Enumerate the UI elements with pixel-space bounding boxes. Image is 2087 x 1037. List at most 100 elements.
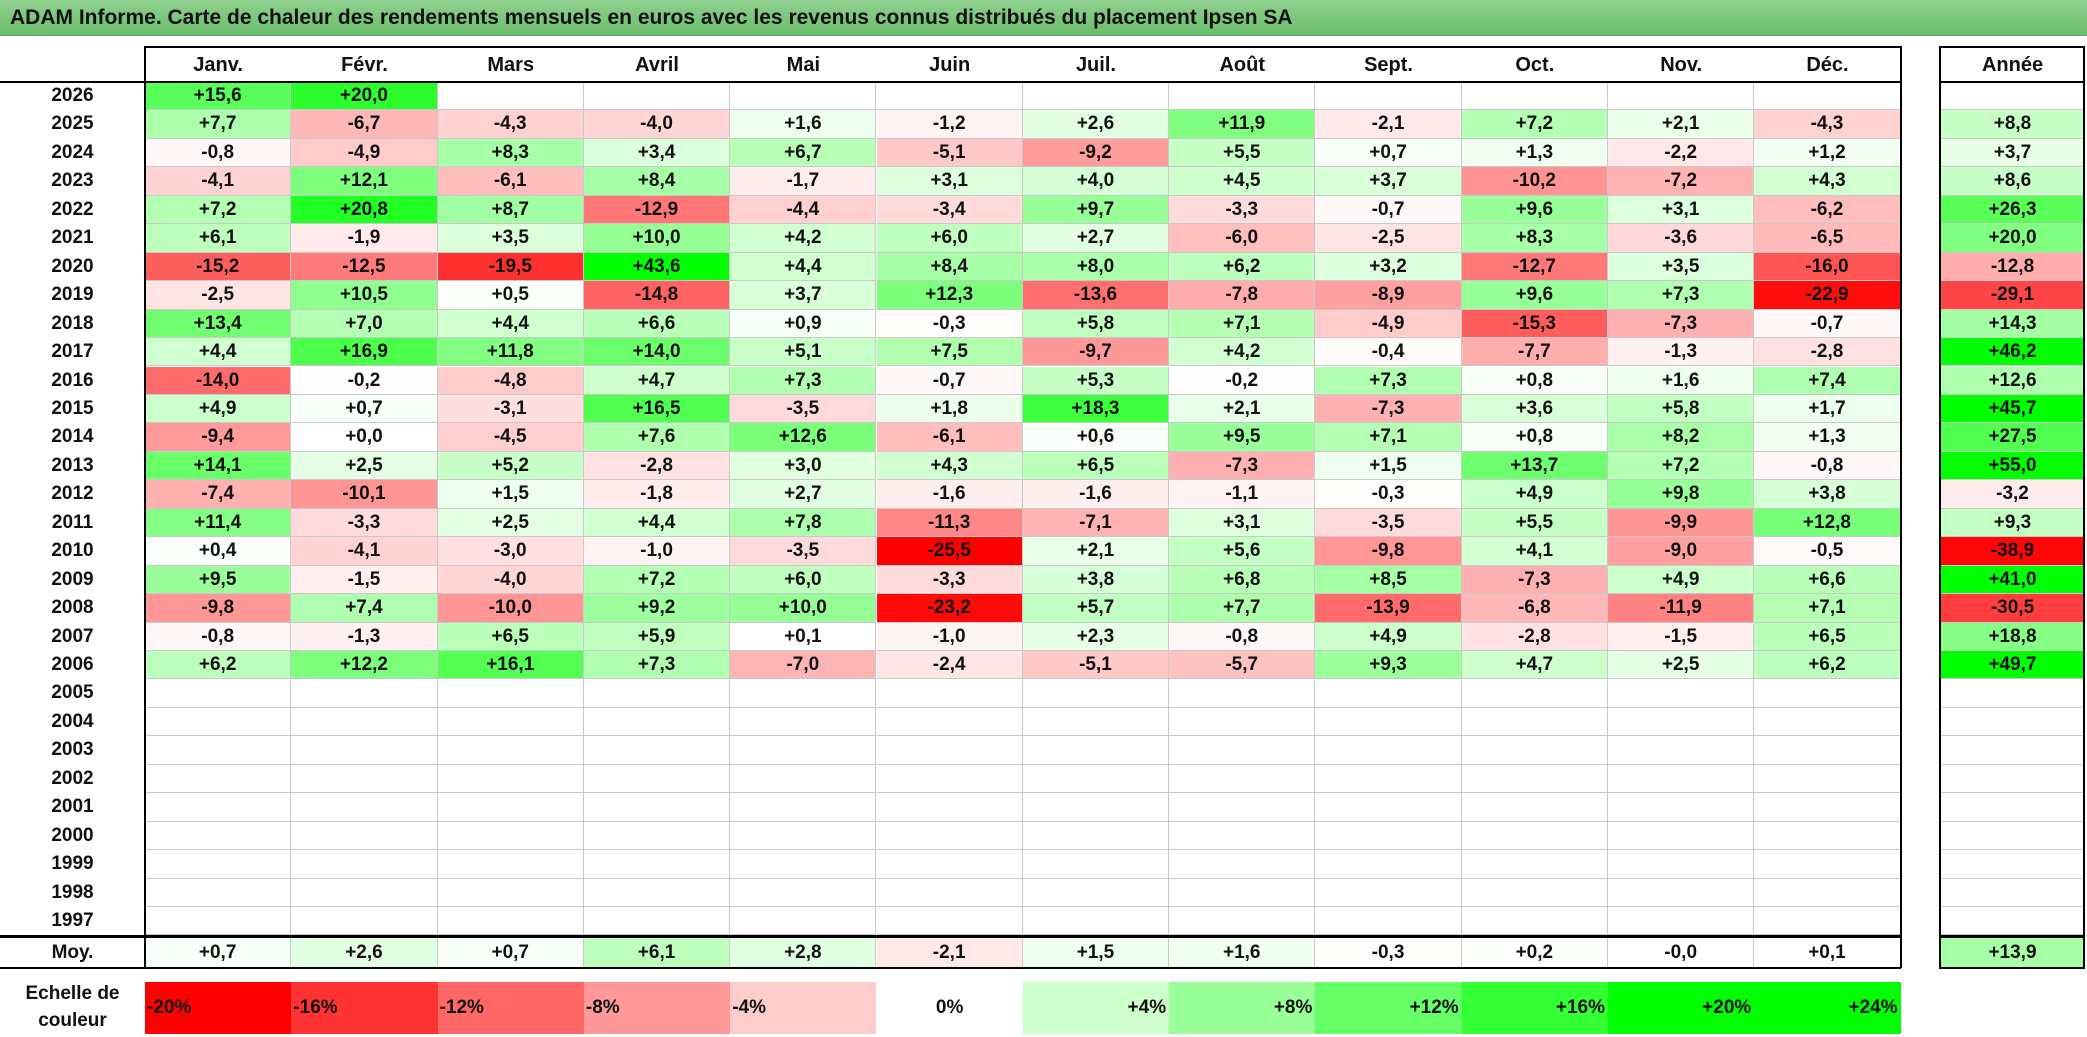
annual-cell: -12,8 xyxy=(1940,252,2085,282)
annual-cell: +27,5 xyxy=(1940,423,2085,452)
heatmap-cell: +3,5 xyxy=(1608,252,1755,282)
heatmap-cell xyxy=(876,821,1023,851)
heatmap-cell: +43,6 xyxy=(583,252,731,282)
heatmap-cell: +9,5 xyxy=(145,565,292,595)
annual-cell: +8,6 xyxy=(1940,167,2085,196)
heatmap-cell xyxy=(730,82,877,111)
annual-cell xyxy=(1940,850,2085,879)
heatmap-cell xyxy=(1022,679,1170,708)
heatmap-cell xyxy=(145,907,292,936)
heatmap-cell xyxy=(145,821,292,851)
heatmap-cell: +5,7 xyxy=(1022,594,1170,623)
month-header: Oct. xyxy=(1515,54,1555,76)
heatmap-cell xyxy=(1022,707,1170,737)
heatmap-cell: +4,9 xyxy=(1608,565,1755,595)
heatmap-cell: +3,1 xyxy=(1169,508,1316,538)
heatmap-cell: +7,8 xyxy=(730,508,877,538)
heatmap-cell: +9,8 xyxy=(1608,480,1755,509)
heatmap-cell: +3,6 xyxy=(1461,394,1608,424)
heatmap-cell: +18,3 xyxy=(1022,394,1170,424)
heatmap-cell xyxy=(1315,679,1462,708)
heatmap-cell: +8,4 xyxy=(876,252,1023,282)
annual-cell: -38,9 xyxy=(1940,537,2085,566)
heatmap-cell: -0,2 xyxy=(1169,366,1316,395)
heatmap-cell: +3,7 xyxy=(1315,167,1462,196)
heatmap-cell xyxy=(730,764,877,794)
color-scale-step: -4% xyxy=(730,982,877,1034)
heatmap-cell: -7,3 xyxy=(1315,394,1462,424)
month-header: Nov. xyxy=(1660,54,1703,76)
heatmap-cell xyxy=(145,707,292,737)
heatmap-cell: -3,3 xyxy=(1169,195,1316,225)
heatmap-cell: +4,4 xyxy=(730,252,877,282)
heatmap-cell: -0,8 xyxy=(145,622,292,651)
heatmap-cell: +5,8 xyxy=(1608,394,1755,424)
heatmap-cell xyxy=(876,82,1023,111)
row-year-label: 2024 xyxy=(51,141,94,163)
heatmap-cell: -11,9 xyxy=(1608,594,1755,623)
heatmap-cell: -12,7 xyxy=(1461,252,1608,282)
month-header: Févr. xyxy=(341,54,388,76)
heatmap-cell xyxy=(1315,878,1462,908)
row-year-label: 2023 xyxy=(51,170,94,192)
heatmap-cell: -3,5 xyxy=(1315,508,1462,538)
heatmap-cell xyxy=(145,793,292,822)
heatmap-cell xyxy=(437,736,584,765)
color-scale-title: Echelle de couleur xyxy=(25,983,120,1031)
heatmap-cell: -4,9 xyxy=(291,138,438,168)
grid-border xyxy=(0,936,1901,938)
heatmap-cell xyxy=(1461,878,1608,908)
average-cell: +2,8 xyxy=(730,938,877,968)
heatmap-cell: -4,0 xyxy=(583,110,731,139)
heatmap-cell: -4,3 xyxy=(437,110,584,139)
heatmap-cell xyxy=(1608,764,1755,794)
grid-border xyxy=(1939,81,2085,83)
grid-border xyxy=(0,934,1901,937)
grid-border xyxy=(1939,46,2085,48)
heatmap-cell xyxy=(1754,764,1901,794)
heatmap-cell: +2,3 xyxy=(1022,622,1170,651)
row-year-label: 2017 xyxy=(51,341,94,363)
heatmap-cell xyxy=(291,878,438,908)
heatmap-cell: +5,5 xyxy=(1461,508,1608,538)
heatmap-cell: -1,5 xyxy=(291,565,438,595)
average-cell: +0,7 xyxy=(145,938,292,968)
heatmap-cell: -9,9 xyxy=(1608,508,1755,538)
heatmap-cell: +0,8 xyxy=(1461,423,1608,452)
heatmap-cell: -13,6 xyxy=(1022,281,1170,310)
heatmap-cell: -1,1 xyxy=(1169,480,1316,509)
heatmap-cell: +8,4 xyxy=(583,167,731,196)
heatmap-cell xyxy=(583,82,731,111)
month-header: Déc. xyxy=(1806,54,1849,76)
heatmap-cell: -7,3 xyxy=(1608,309,1755,339)
heatmap-cell: -7,8 xyxy=(1169,281,1316,310)
heatmap-cell: +8,5 xyxy=(1315,565,1462,595)
annual-cell: +9,3 xyxy=(1940,508,2085,538)
heatmap-cell: +10,5 xyxy=(291,281,438,310)
heatmap-cell xyxy=(1608,736,1755,765)
heatmap-cell: +4,9 xyxy=(1461,480,1608,509)
annual-cell xyxy=(1940,764,2085,794)
heatmap-cell: -1,0 xyxy=(583,537,731,566)
row-year-label: 1998 xyxy=(51,881,94,903)
heatmap-cell: +4,7 xyxy=(1461,651,1608,680)
heatmap-cell: +13,4 xyxy=(145,309,292,339)
annual-cell: +49,7 xyxy=(1940,651,2085,680)
heatmap-cell xyxy=(1022,793,1170,822)
heatmap-cell: +3,7 xyxy=(730,281,877,310)
heatmap-cell: -7,3 xyxy=(1169,451,1316,481)
row-year-label: 2010 xyxy=(51,540,94,562)
heatmap-cell: +4,4 xyxy=(145,338,292,367)
month-header: Août xyxy=(1219,54,1266,76)
heatmap-cell xyxy=(1169,736,1316,765)
heatmap-cell: -0,8 xyxy=(145,138,292,168)
year-column-header: Année xyxy=(1981,54,2044,76)
average-annual-cell: +13,9 xyxy=(1940,938,2085,968)
heatmap-cell: -0,7 xyxy=(1754,309,1901,339)
heatmap-cell: +5,8 xyxy=(1022,309,1170,339)
heatmap-cell: -4,4 xyxy=(730,195,877,225)
heatmap-cell: +16,1 xyxy=(437,651,584,680)
heatmap-cell: -0,3 xyxy=(876,309,1023,339)
grid-border xyxy=(1939,936,1941,968)
heatmap-cell: +5,1 xyxy=(730,338,877,367)
